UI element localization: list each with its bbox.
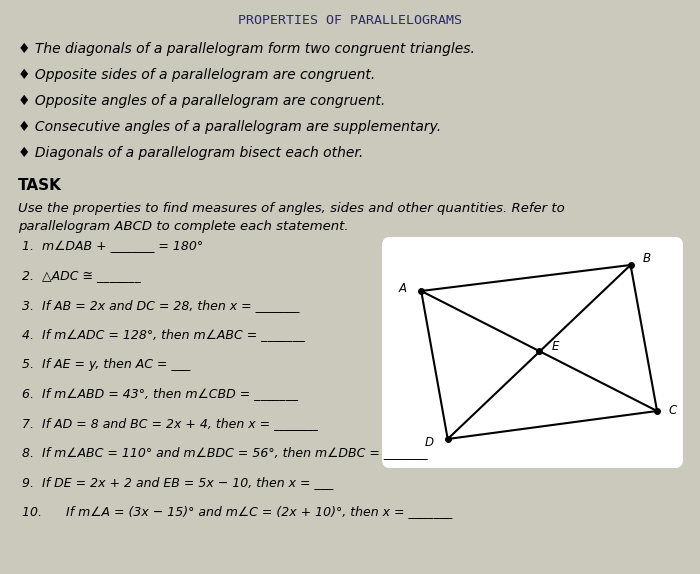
Text: Use the properties to find measures of angles, sides and other quantities. Refer: Use the properties to find measures of a… [18,202,565,215]
Text: ♦ Diagonals of a parallelogram bisect each other.: ♦ Diagonals of a parallelogram bisect ea… [18,146,363,160]
Text: C: C [668,405,677,417]
Text: 8.  If m∠ABC = 110° and m∠BDC = 56°, then m∠DBC = _______: 8. If m∠ABC = 110° and m∠BDC = 56°, then… [22,447,428,460]
Text: B: B [643,253,650,266]
Text: TASK: TASK [18,178,62,193]
FancyBboxPatch shape [382,237,683,468]
Text: 1.  m∠DAB + _______ = 180°: 1. m∠DAB + _______ = 180° [22,240,203,253]
Text: ♦ Consecutive angles of a parallelogram are supplementary.: ♦ Consecutive angles of a parallelogram … [18,120,441,134]
Text: D: D [425,436,433,449]
Text: 3.  If AB = 2x and DC = 28, then x = _______: 3. If AB = 2x and DC = 28, then x = ____… [22,299,300,312]
Text: 10.      If m∠A = (3x − 15)° and m∠C = (2x + 10)°, then x = _______: 10. If m∠A = (3x − 15)° and m∠C = (2x + … [22,506,452,518]
Text: A: A [399,282,407,296]
Text: E: E [552,340,559,354]
Text: ♦ The diagonals of a parallelogram form two congruent triangles.: ♦ The diagonals of a parallelogram form … [18,42,475,56]
Text: ♦ Opposite angles of a parallelogram are congruent.: ♦ Opposite angles of a parallelogram are… [18,94,385,108]
Text: 4.  If m∠ADC = 128°, then m∠ABC = _______: 4. If m∠ADC = 128°, then m∠ABC = _______ [22,328,305,342]
Text: 2.  △ADC ≅ _______: 2. △ADC ≅ _______ [22,270,141,282]
Text: 7.  If AD = 8 and BC = 2x + 4, then x = _______: 7. If AD = 8 and BC = 2x + 4, then x = _… [22,417,318,430]
Text: parallelogram ABCD to complete each statement.: parallelogram ABCD to complete each stat… [18,220,349,233]
Text: 9.  If DE = 2x + 2 and EB = 5x − 10, then x = ___: 9. If DE = 2x + 2 and EB = 5x − 10, then… [22,476,333,489]
Text: ♦ Opposite sides of a parallelogram are congruent.: ♦ Opposite sides of a parallelogram are … [18,68,375,82]
Text: PROPERTIES OF PARALLELOGRAMS: PROPERTIES OF PARALLELOGRAMS [238,14,462,27]
Text: 5.  If AE = y, then AC = ___: 5. If AE = y, then AC = ___ [22,358,190,371]
Text: 6.  If m∠ABD = 43°, then m∠CBD = _______: 6. If m∠ABD = 43°, then m∠CBD = _______ [22,387,298,401]
